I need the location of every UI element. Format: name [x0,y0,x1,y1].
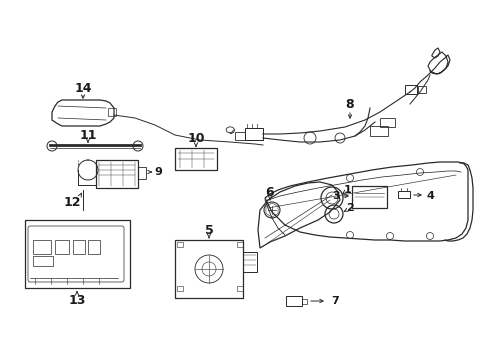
Bar [177,242,183,247]
Text: 1: 1 [344,185,352,195]
Bar [33,256,53,266]
Bar [96,160,138,188]
Bar [237,242,243,247]
Text: 7: 7 [331,296,339,306]
Bar [108,108,116,116]
Text: 9: 9 [154,167,162,177]
Bar [405,85,417,94]
Bar [370,126,388,136]
Bar [286,296,302,306]
Bar [237,286,243,291]
Bar [88,240,100,254]
Bar [418,86,426,93]
Bar [175,148,217,170]
Bar [55,240,69,254]
Text: 8: 8 [345,98,354,111]
Bar [138,167,146,179]
Text: 13: 13 [68,293,86,306]
Bar [398,191,410,198]
Text: 4: 4 [426,191,434,201]
Bar [33,240,51,254]
Bar [245,128,263,140]
Bar [235,132,245,140]
Bar [243,252,257,272]
Text: 5: 5 [205,224,213,237]
Text: 10: 10 [187,131,205,144]
Bar [25,220,130,288]
Bar [73,240,85,254]
Text: 6: 6 [266,185,274,198]
Text: 14: 14 [74,81,92,95]
Bar [352,186,387,208]
Text: 12: 12 [63,195,81,208]
Bar [175,240,243,298]
Bar [302,299,307,304]
Text: 11: 11 [79,129,97,141]
Text: 3: 3 [332,191,340,201]
Bar [380,118,395,127]
Text: 2: 2 [346,203,354,213]
Bar [177,286,183,291]
